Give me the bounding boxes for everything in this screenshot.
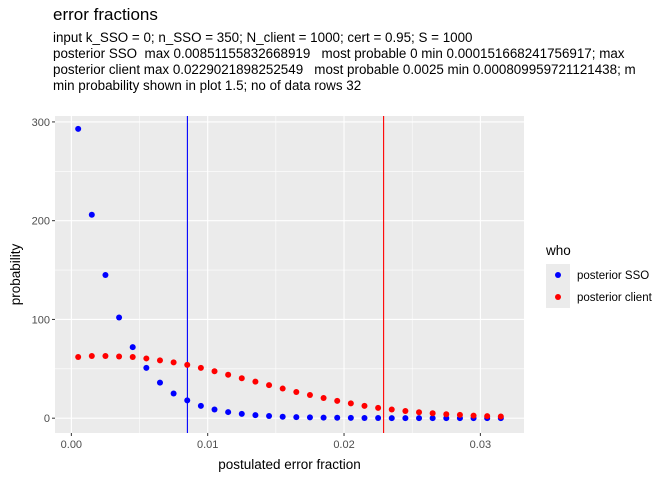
legend-title: who	[545, 243, 571, 258]
point-client	[88, 352, 95, 359]
point-client	[470, 412, 477, 419]
point-client	[443, 411, 450, 418]
point-sso	[402, 415, 409, 422]
point-client	[143, 355, 150, 362]
point-client	[402, 407, 409, 414]
point-sso	[143, 364, 150, 371]
point-client	[116, 353, 123, 360]
point-client	[293, 389, 300, 396]
legend: who posterior SSO posterior client	[545, 243, 653, 308]
point-client	[334, 397, 341, 404]
point-client	[238, 375, 245, 382]
point-client	[375, 404, 382, 411]
point-client	[306, 391, 313, 398]
point-client	[156, 357, 163, 364]
y-tick-label: 0	[44, 413, 50, 425]
point-sso	[388, 415, 395, 422]
point-client	[388, 406, 395, 413]
legend-marker-sso	[555, 272, 561, 278]
point-client	[416, 409, 423, 416]
y-axis-ticks: 0 100 200 300	[32, 117, 55, 425]
point-client	[170, 359, 177, 366]
point-sso	[375, 415, 382, 422]
point-client	[102, 352, 109, 359]
grid-lines	[55, 116, 524, 433]
point-sso	[361, 414, 368, 421]
point-sso	[129, 344, 136, 351]
chart-title: error fractions	[53, 5, 158, 24]
point-sso	[238, 410, 245, 417]
point-client	[252, 378, 259, 385]
point-client	[320, 394, 327, 401]
x-tick-label: 0.01	[197, 439, 218, 451]
point-client	[197, 364, 204, 371]
point-sso	[279, 413, 286, 420]
subtitle-line-3: posterior client max 0.0229021898252549 …	[53, 62, 636, 77]
x-tick-label: 0.03	[470, 439, 491, 451]
point-sso	[197, 402, 204, 409]
x-tick-label: 0.02	[333, 439, 354, 451]
point-sso	[266, 413, 273, 420]
x-tick-label: 0.00	[61, 439, 82, 451]
y-axis-label: probability	[8, 243, 23, 305]
point-sso	[320, 414, 327, 421]
point-sso	[429, 415, 436, 422]
point-sso	[184, 397, 191, 404]
y-tick-label: 200	[32, 216, 50, 228]
point-client	[225, 371, 232, 378]
point-sso	[116, 314, 123, 321]
point-client	[211, 368, 218, 375]
point-sso	[416, 415, 423, 422]
reference-lines	[186, 116, 385, 433]
point-client	[484, 413, 491, 420]
data-points	[75, 125, 504, 422]
point-sso	[102, 271, 109, 278]
point-client	[129, 353, 136, 360]
plot-panel	[55, 116, 524, 433]
point-client	[266, 382, 273, 389]
legend-marker-client	[555, 294, 561, 300]
point-sso	[75, 125, 82, 132]
x-axis-ticks: 0.00 0.01 0.02 0.03	[61, 433, 491, 451]
subtitle-line-2: posterior SSO max 0.00851155832668919 mo…	[53, 46, 625, 61]
point-client	[279, 385, 286, 392]
y-tick-label: 100	[32, 314, 50, 326]
subtitle-line-1: input k_SSO = 0; n_SSO = 350; N_client =…	[53, 30, 473, 45]
x-axis-label: postulated error fraction	[218, 457, 361, 472]
point-client	[456, 411, 463, 418]
point-sso	[334, 414, 341, 421]
point-sso	[156, 379, 163, 386]
point-client	[429, 410, 436, 417]
point-client	[347, 400, 354, 407]
subtitle-line-4: min probability shown in plot 1.5; no of…	[53, 78, 362, 93]
point-client	[75, 353, 82, 360]
point-sso	[88, 211, 95, 218]
point-client	[361, 402, 368, 409]
point-client	[497, 413, 504, 420]
point-sso	[252, 412, 259, 419]
point-client	[184, 361, 191, 368]
point-sso	[347, 414, 354, 421]
point-sso	[306, 414, 313, 421]
y-tick-label: 300	[32, 117, 50, 129]
point-sso	[293, 414, 300, 421]
point-sso	[225, 409, 232, 416]
legend-label-client: posterior client	[577, 292, 653, 304]
point-sso	[170, 390, 177, 397]
legend-label-sso: posterior SSO	[577, 270, 649, 282]
point-sso	[211, 406, 218, 413]
